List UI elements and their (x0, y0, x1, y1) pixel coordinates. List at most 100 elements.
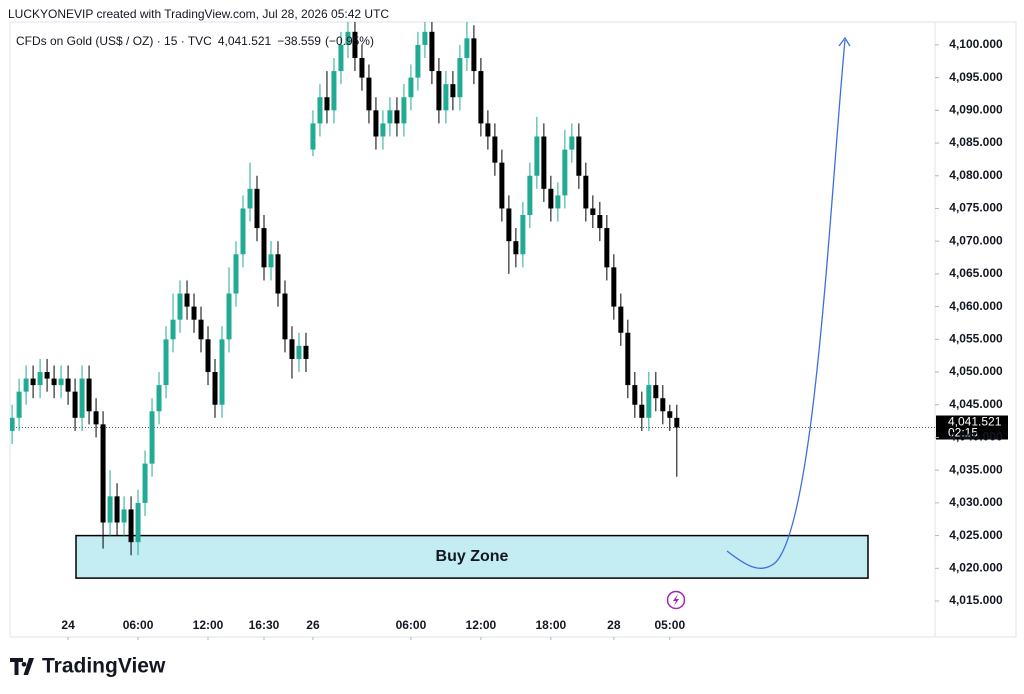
brand: TradingView (42, 655, 166, 678)
candle-body (415, 44, 421, 78)
candle-body (240, 208, 246, 255)
candle-body (401, 97, 407, 124)
price: 4,041.521 (218, 34, 272, 48)
candle-body (590, 208, 596, 216)
candle-body (226, 293, 232, 340)
candle-body (660, 398, 666, 412)
candle-body (149, 411, 155, 464)
candle-body (191, 306, 197, 320)
candle-body (79, 378, 85, 418)
candle-body (163, 339, 169, 386)
candle-body (107, 496, 113, 523)
candle-body (464, 38, 470, 58)
candle-body (632, 385, 638, 405)
candle-body (58, 378, 64, 386)
candle-body (72, 391, 78, 418)
candle-body (219, 339, 225, 405)
candle-body (296, 345, 302, 359)
legend-symbol: CFDs on Gold (US$ / OZ) · 15 · TVC 4,041.… (16, 34, 374, 48)
x-tick-label: 24 (61, 618, 75, 632)
y-tick-label: 4,065.000 (949, 266, 1003, 280)
candle-body (23, 378, 29, 392)
candle-body (30, 378, 36, 386)
candle-body (499, 162, 505, 209)
x-tick-label: 16:30 (249, 618, 280, 632)
candle-body (198, 319, 204, 340)
last-price-label: 4,041.521 (948, 415, 1002, 429)
candle-body (569, 136, 575, 150)
credit: LUCKYONEVIP created with TradingView.com… (8, 7, 389, 21)
candle-body (37, 372, 43, 386)
plot: Buy Zone (10, 22, 935, 579)
candle-body (352, 31, 358, 58)
change: −38.559 (277, 34, 321, 48)
candle-body (513, 241, 519, 255)
projection-curve (726, 39, 846, 569)
candle-body (604, 228, 610, 268)
x-tick-label: 06:00 (396, 618, 427, 632)
candle-body (156, 385, 162, 412)
candle-body (261, 228, 267, 268)
candle-body (184, 293, 190, 307)
y-tick-label: 4,060.000 (949, 299, 1003, 313)
y-tick-label: 4,075.000 (949, 201, 1003, 215)
candle-body (205, 339, 211, 373)
y-tick-label: 4,085.000 (949, 135, 1003, 149)
candle-body (674, 417, 680, 428)
y-tick-label: 4,050.000 (949, 364, 1003, 378)
x-tick-label: 28 (607, 618, 621, 632)
candle-body (310, 123, 316, 150)
candle-body (359, 57, 365, 78)
x-tick-label: 05:00 (654, 618, 685, 632)
y-tick-label: 4,055.000 (949, 331, 1003, 345)
projection-arrow (838, 36, 851, 47)
candle-body (65, 378, 71, 392)
candle-body (436, 71, 442, 111)
candle-body (576, 136, 582, 176)
candle-body (121, 509, 127, 523)
candle-body (492, 136, 498, 163)
candle-body (548, 188, 554, 209)
countdown: 02:15 (948, 426, 978, 440)
y-tick-label: 4,090.000 (949, 102, 1003, 116)
candle-body (303, 345, 309, 359)
candle-body (653, 385, 659, 399)
y-tick-label: 4,095.000 (949, 70, 1003, 84)
x-tick-label: 12:00 (466, 618, 497, 632)
candle-body (170, 319, 176, 340)
candle-body (212, 372, 218, 405)
change-pct: (−0.95%) (325, 34, 374, 48)
logo: TradingView (10, 655, 166, 678)
candle-body (331, 71, 337, 111)
candle-body (373, 110, 379, 137)
y-tick-label: 4,020.000 (949, 560, 1003, 574)
candle-body (478, 71, 484, 124)
last-price-box (936, 415, 1008, 440)
candle-body (387, 110, 393, 124)
candle-body (44, 372, 50, 379)
candle-body (408, 77, 414, 98)
chart-frame (9, 21, 1017, 638)
candle-body (457, 57, 463, 98)
candle-body (10, 417, 15, 431)
candle-body (583, 175, 589, 209)
y-tick-label: 4,040.000 (949, 430, 1003, 444)
logo-icon (10, 658, 34, 675)
y-tick-label: 4,080.000 (949, 168, 1003, 182)
event-icon (666, 590, 686, 610)
candle-body (135, 502, 141, 543)
event-circle (666, 590, 686, 610)
y-tick-label: 4,035.000 (949, 462, 1003, 476)
candle-body (541, 136, 547, 189)
buy-zone (75, 534, 869, 579)
candle-body (114, 496, 120, 523)
candle-body (51, 378, 57, 386)
candle-body (520, 215, 526, 255)
x-tick-label: 12:00 (193, 618, 224, 632)
candle-body (555, 195, 561, 209)
candle-body (93, 411, 99, 425)
candle-body (275, 254, 281, 294)
candle-body (534, 136, 540, 176)
y-tick-label: 4,030.000 (949, 495, 1003, 509)
